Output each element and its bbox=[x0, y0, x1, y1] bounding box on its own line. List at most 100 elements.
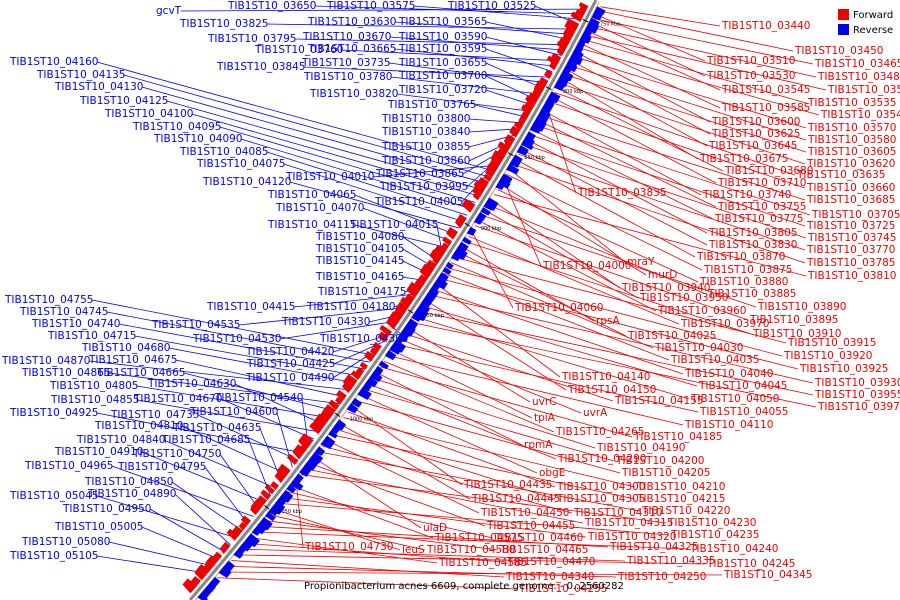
reverse-leader-line bbox=[204, 466, 249, 524]
reverse-gene-label: TIB1ST10_04165 bbox=[315, 271, 405, 283]
forward-leader-line bbox=[524, 144, 807, 239]
forward-gene-label: TIB1ST10_04435 bbox=[463, 479, 553, 491]
reverse-leader-line bbox=[111, 465, 254, 517]
forward-feature bbox=[274, 469, 287, 484]
forward-gene-label: TIB1ST10_04230 bbox=[667, 517, 757, 529]
forward-feature bbox=[377, 331, 389, 343]
forward-gene-label: TIB1ST10_03875 bbox=[703, 264, 793, 276]
forward-gene-label: TIB1ST10_03600 bbox=[711, 116, 801, 128]
forward-feature bbox=[473, 180, 487, 193]
reverse-gene-label: TIB1ST10_04890 bbox=[87, 488, 177, 500]
tick-mark bbox=[407, 309, 414, 314]
reverse-gene-label: TIB1ST10_03820 bbox=[309, 88, 399, 100]
forward-gene-label: TIB1ST10_03830 bbox=[708, 239, 798, 251]
forward-leader-line bbox=[277, 502, 670, 536]
reverse-feature bbox=[461, 236, 472, 245]
reverse-leader-line bbox=[118, 323, 365, 370]
forward-gene-label: TIB1ST10_03910 bbox=[752, 328, 842, 340]
reverse-gene-label: TIB1ST10_04865 bbox=[21, 367, 111, 379]
forward-leader-line bbox=[578, 47, 820, 116]
forward-feature bbox=[264, 484, 275, 495]
position-ticks: 750 kbp 800 kbp 850 kbp 900 kbp 950 kbp 1000 … bbox=[264, 18, 620, 515]
forward-gene-label: TIB1ST10_04730 bbox=[304, 541, 394, 553]
reverse-leader-line bbox=[88, 360, 350, 391]
forward-leader-line bbox=[433, 289, 684, 375]
reverse-gene-label: TIB1ST10_04135 bbox=[36, 69, 126, 81]
reverse-feature bbox=[233, 549, 244, 559]
reverse-leader-line bbox=[137, 399, 320, 433]
forward-leader-line bbox=[330, 434, 636, 500]
reverse-feature bbox=[299, 468, 310, 477]
reverse-gene-label: TIB1ST10_05080 bbox=[21, 536, 111, 548]
forward-leader-line bbox=[535, 124, 811, 216]
reverse-gene-label: TIB1ST10_03795 bbox=[207, 33, 297, 45]
reverse-leader-line bbox=[388, 62, 546, 84]
forward-feature bbox=[379, 324, 392, 337]
tick-label: 750 kbp bbox=[600, 21, 620, 27]
reverse-gene-label: TIB1ST10_03665 bbox=[307, 43, 397, 55]
reverse-gene-label: TIB1ST10_03655 bbox=[398, 57, 488, 69]
reverse-gene-label: TIB1ST10_04490 bbox=[245, 372, 335, 384]
reverse-leader-line bbox=[166, 100, 484, 191]
forward-gene-label: TIB1ST10_03530 bbox=[706, 70, 796, 82]
reverse-gene-label: TIB1ST10_04080 bbox=[315, 231, 405, 243]
reverse-leader-line bbox=[390, 76, 540, 95]
reverse-gene-label: TIB1ST10_04005 bbox=[374, 196, 464, 208]
reverse-gene-label: TIB1ST10_03720 bbox=[398, 84, 488, 96]
forward-leader-line bbox=[226, 565, 617, 578]
forward-leader-line bbox=[509, 168, 626, 263]
forward-leader-line bbox=[574, 56, 807, 129]
forward-leader-line bbox=[403, 333, 614, 402]
forward-gene-label: TIB1ST10_03485 bbox=[817, 71, 900, 83]
forward-leader-line bbox=[359, 394, 538, 474]
reverse-gene-label: TIB1ST10_04105 bbox=[315, 243, 405, 255]
reverse-gene-label: TIB1ST10_04855 bbox=[50, 394, 140, 406]
forward-leader-line bbox=[532, 129, 714, 220]
forward-leader-line bbox=[440, 278, 799, 370]
reverse-leader-line bbox=[485, 36, 562, 56]
forward-leader-line bbox=[506, 173, 703, 271]
forward-gene-label: TIB1ST10_04045 bbox=[698, 380, 788, 392]
reverse-feature bbox=[251, 527, 261, 536]
forward-gene-label: TIB1ST10_03620 bbox=[806, 158, 896, 170]
forward-gene-label: TIB1ST10_03755 bbox=[717, 201, 807, 213]
forward-feature bbox=[395, 301, 409, 315]
reverse-gene-label: TIB1ST10_04540 bbox=[214, 392, 304, 404]
forward-gene-label: TIB1ST10_03785 bbox=[806, 257, 896, 269]
forward-feature bbox=[445, 226, 459, 240]
forward-leader-line bbox=[380, 366, 633, 438]
forward-gene-label: TIB1ST10_03880 bbox=[699, 276, 789, 288]
reverse-gene-label: TIB1ST10_04600 bbox=[189, 406, 279, 418]
reverse-leader-line bbox=[141, 526, 219, 560]
forward-leader-line bbox=[216, 577, 518, 590]
reverse-leader-line bbox=[149, 508, 225, 553]
reverse-gene-label: TIB1ST10_04535 bbox=[151, 319, 241, 331]
forward-gene-label: obgE bbox=[539, 467, 565, 479]
reverse-gene-label: TIB1ST10_04120 bbox=[202, 176, 292, 188]
reverse-gene-label: TIB1ST10_04415 bbox=[206, 301, 296, 313]
forward-feature bbox=[471, 185, 484, 198]
reverse-gene-label: TIB1ST10_04680 bbox=[81, 342, 171, 354]
forward-leader-line bbox=[395, 344, 699, 413]
forward-leader-line bbox=[355, 400, 621, 474]
tick-mark bbox=[507, 152, 514, 157]
reverse-gene-label: TIB1ST10_04160 bbox=[9, 56, 99, 68]
forward-feature bbox=[276, 463, 291, 479]
reverse-feature bbox=[591, 10, 604, 21]
forward-gene-label: TIB1ST10_04470 bbox=[506, 556, 596, 568]
reverse-leader-line bbox=[191, 113, 480, 197]
forward-feature bbox=[513, 121, 523, 131]
forward-gene-label: TIB1ST10_03660 bbox=[806, 182, 896, 194]
forward-feature bbox=[432, 256, 441, 265]
forward-feature bbox=[549, 62, 558, 71]
forward-gene-label: TIB1ST10_04110 bbox=[684, 419, 774, 431]
forward-feature bbox=[342, 380, 354, 394]
legend-reverse-label: Reverse bbox=[853, 25, 893, 36]
forward-leader-line bbox=[477, 219, 657, 312]
reverse-leader-line bbox=[134, 335, 360, 377]
forward-gene-label: TIB1ST10_04190 bbox=[596, 442, 686, 454]
forward-leader-line bbox=[364, 388, 615, 462]
forward-gene-label: TIB1ST10_03925 bbox=[799, 363, 889, 375]
reverse-leader-line bbox=[389, 36, 564, 51]
